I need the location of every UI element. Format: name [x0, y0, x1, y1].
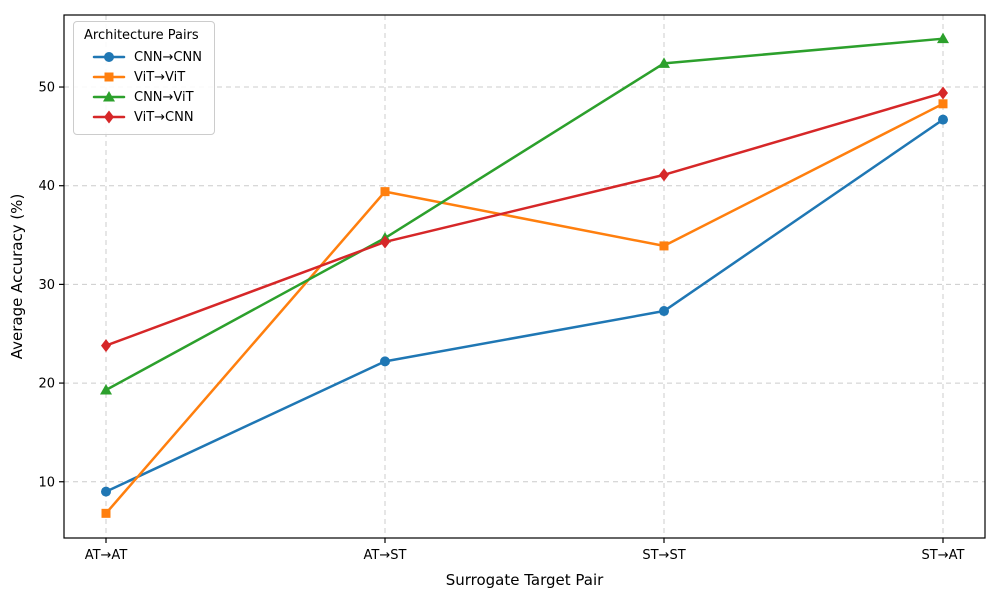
line-circle-marker-icon — [92, 52, 126, 62]
series-line-3 — [104, 91, 945, 347]
legend-item-cnn-vit: CNN→ViT — [84, 87, 202, 107]
data-point-marker — [659, 306, 669, 317]
line-diamond-marker-icon — [92, 110, 126, 124]
data-point-marker — [659, 241, 669, 251]
data-point-marker — [380, 356, 390, 367]
legend-label: CNN→CNN — [134, 49, 202, 65]
data-point-marker — [938, 114, 948, 125]
x-axis-label: Surrogate Target Pair — [446, 571, 604, 589]
x-tick-label: AT→ST — [364, 548, 407, 563]
data-point-marker — [104, 72, 114, 82]
legend-item-cnn-cnn: CNN→CNN — [84, 47, 202, 67]
x-tick-label: ST→AT — [922, 548, 965, 563]
data-point-marker — [101, 339, 111, 353]
data-point-marker — [659, 168, 669, 182]
data-point-marker — [380, 235, 390, 249]
data-point-marker — [101, 508, 111, 518]
data-point-marker — [104, 110, 114, 124]
data-point-marker — [938, 86, 948, 100]
series-line-1 — [104, 102, 945, 515]
plot-frame — [63, 14, 986, 539]
series-line-0 — [104, 118, 945, 493]
legend-label: ViT→CNN — [134, 109, 194, 125]
y-tick-label: 40 — [38, 179, 55, 194]
legend-title: Architecture Pairs — [84, 28, 199, 43]
legend-item-vit-vit: ViT→ViT — [84, 67, 202, 87]
data-point-marker — [938, 99, 948, 109]
legend-label: CNN→ViT — [134, 89, 194, 105]
data-point-marker — [104, 52, 114, 62]
data-point-marker — [103, 91, 115, 102]
y-tick-label: 50 — [38, 81, 55, 96]
data-point-marker — [101, 486, 111, 497]
y-tick-label: 10 — [38, 475, 55, 490]
data-point-marker — [658, 57, 670, 68]
line-square-marker-icon — [92, 72, 126, 82]
data-point-marker — [380, 187, 390, 197]
y-tick-label: 30 — [38, 278, 55, 293]
legend-item-vit-cnn: ViT→CNN — [84, 107, 202, 127]
legend: Architecture Pairs CNN→CNN ViT→ViT CNN→V… — [73, 21, 215, 135]
y-tick-label: 20 — [38, 377, 55, 392]
series-line-2 — [104, 37, 945, 392]
x-tick-label: ST→ST — [642, 548, 685, 563]
line-triangle-marker-icon — [92, 91, 126, 102]
legend-label: ViT→ViT — [134, 69, 186, 85]
data-point-marker — [937, 32, 949, 44]
y-axis-label: Average Accuracy (%) — [8, 194, 26, 360]
x-tick-label: AT→AT — [85, 548, 128, 563]
data-point-marker — [100, 383, 112, 395]
